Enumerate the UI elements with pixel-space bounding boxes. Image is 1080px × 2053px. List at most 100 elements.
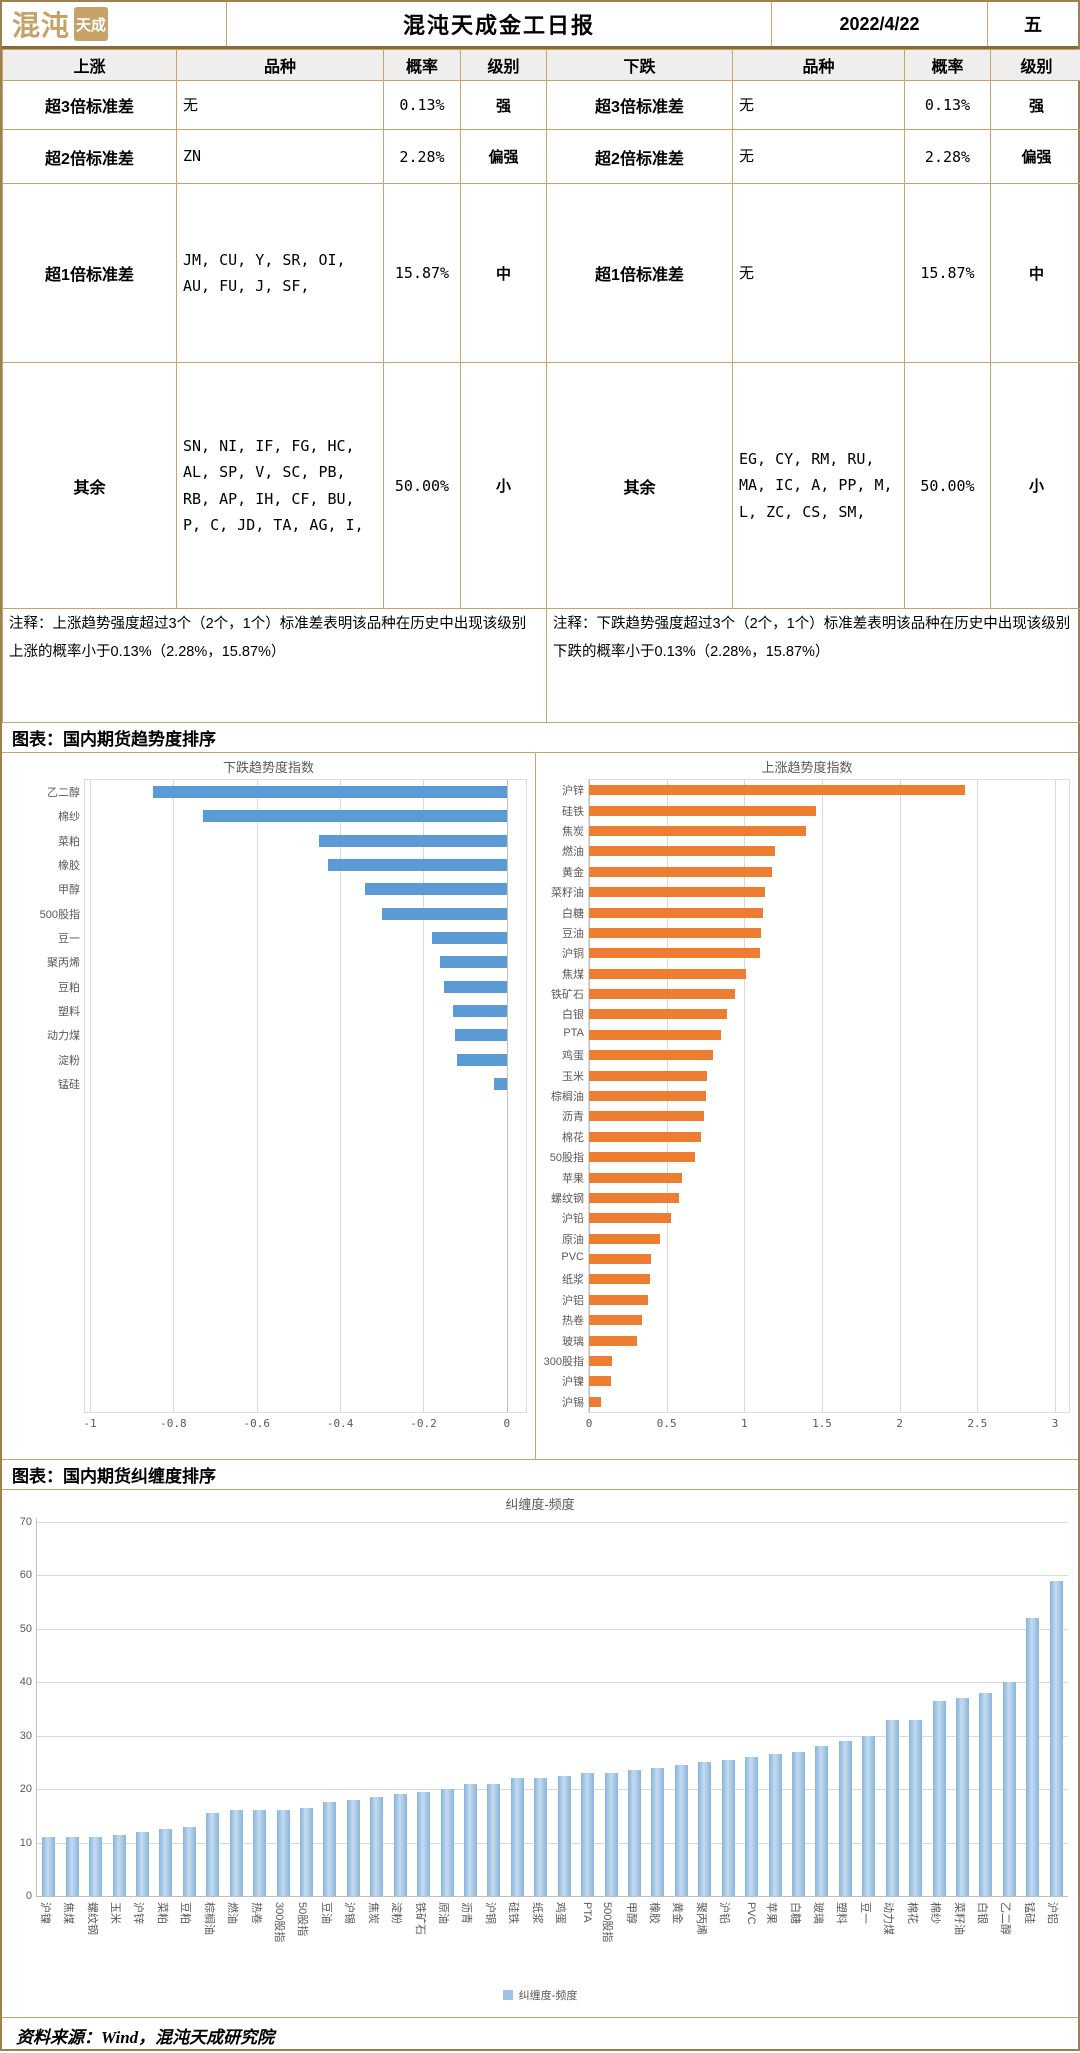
bar	[453, 1005, 507, 1017]
category-label: 沪铝	[562, 1292, 584, 1308]
bar	[365, 883, 507, 895]
bar	[589, 928, 761, 938]
category-label: 焦煤	[562, 966, 584, 982]
category-label: 沪镍	[38, 1902, 54, 1924]
category-label: 黄金	[670, 1902, 686, 1924]
category-label: PVC	[745, 1902, 757, 1925]
gridline	[340, 780, 341, 1412]
bar	[494, 1078, 507, 1090]
cell-up-items: 无	[177, 81, 384, 130]
category-label: 燃油	[562, 843, 584, 859]
bar	[589, 1030, 721, 1040]
bar	[722, 1760, 735, 1896]
category-label: 300股指	[544, 1353, 584, 1369]
category-label: 豆一	[58, 930, 80, 946]
category-label: 沪锌	[562, 782, 584, 798]
entanglement-chart-title: 纠缠度-频度	[2, 1494, 1078, 1518]
bar	[323, 1802, 336, 1896]
cell-down-prob: 50.00%	[905, 363, 991, 609]
bar	[319, 835, 507, 847]
cell-down-items: 无	[733, 81, 905, 130]
bar	[589, 1132, 701, 1142]
bar	[455, 1029, 507, 1041]
bar	[253, 1810, 266, 1896]
bar	[589, 969, 746, 979]
bar	[230, 1810, 243, 1896]
cell-down-level: 其余	[547, 363, 733, 609]
category-label: 白银	[562, 1006, 584, 1022]
category-label: 锰硅	[58, 1076, 80, 1092]
cell-down-items: 无	[733, 184, 905, 363]
cell-down-level: 超3倍标准差	[547, 81, 733, 130]
bar	[487, 1784, 500, 1896]
y-tick-label: 50	[20, 1623, 32, 1635]
gridline	[90, 780, 91, 1412]
bar	[745, 1757, 758, 1896]
bar	[1050, 1581, 1063, 1896]
bar	[589, 1254, 651, 1264]
cell-down-items: 无	[733, 130, 905, 184]
cell-up-items: SN, NI, IF, FG, HC, AL, SP, V, SC, PB, R…	[177, 363, 384, 609]
category-label: 棉花	[905, 1902, 921, 1924]
y-tick-label: 20	[20, 1783, 32, 1795]
x-tick-label: -0.8	[160, 1417, 187, 1430]
table-row: 超2倍标准差 ZN 2.28% 偏强 超2倍标准差 无 2.28% 偏强	[3, 130, 1080, 184]
legend-label: 纠缠度-频度	[519, 1987, 578, 2003]
bar	[581, 1773, 594, 1896]
bar	[183, 1827, 196, 1897]
down-trend-chart-title: 下跌趋势度指数	[2, 757, 535, 779]
category-label: 苹果	[764, 1902, 780, 1924]
chart-legend: 纠缠度-频度	[2, 1983, 1078, 2007]
x-tick-label: 2	[896, 1417, 903, 1430]
category-label: PTA	[563, 1027, 584, 1039]
cell-down-items: EG, CY, RM, RU, MA, IC, A, PP, M, L, ZC,…	[733, 363, 905, 609]
category-label: 沪铅	[562, 1210, 584, 1226]
bar	[370, 1797, 383, 1896]
cell-up-level: 超1倍标准差	[3, 184, 177, 363]
bar	[89, 1837, 102, 1896]
category-label: 硅铁	[562, 803, 584, 819]
category-label: 豆粕	[58, 979, 80, 995]
y-tick-label: 40	[20, 1676, 32, 1688]
report-title: 混沌天成金工日报	[227, 2, 772, 46]
bar	[839, 1741, 852, 1896]
section-title-trend: 图表：国内期货趋势度排序	[2, 723, 1078, 753]
bar	[66, 1837, 79, 1896]
section-title-entanglement: 图表：国内期货纠缠度排序	[2, 1460, 1078, 1490]
category-label: 苹果	[562, 1170, 584, 1186]
bar	[933, 1701, 946, 1896]
category-label: 燃油	[225, 1902, 241, 1924]
table-row: 超3倍标准差 无 0.13% 强 超3倍标准差 无 0.13% 强	[3, 81, 1080, 130]
down-trend-plot	[84, 779, 527, 1413]
col-header-variety: 品种	[177, 50, 384, 81]
bar	[417, 1792, 430, 1896]
cell-down-grade: 强	[991, 81, 1080, 130]
cell-up-grade: 中	[461, 184, 547, 363]
category-label: 橡胶	[647, 1902, 663, 1924]
category-label: 棕榈油	[202, 1902, 218, 1935]
bar	[136, 1832, 149, 1896]
logo: 混沌 天成	[2, 2, 227, 46]
col-header-up: 上涨	[3, 50, 177, 81]
cell-down-grade: 偏强	[991, 130, 1080, 184]
bar	[347, 1800, 360, 1896]
gridline	[37, 1629, 1068, 1630]
table-header-row: 上涨 品种 概率 级别 下跌 品种 概率 级别	[3, 50, 1080, 81]
x-tick-label: -0.6	[243, 1417, 270, 1430]
category-label: 白糖	[562, 905, 584, 921]
bar	[394, 1794, 407, 1896]
gridline	[822, 780, 823, 1412]
gridline	[900, 780, 901, 1412]
category-label: 甲醇	[58, 881, 80, 897]
category-label: 玻璃	[811, 1902, 827, 1924]
category-label: 白银	[975, 1902, 991, 1924]
category-label: 鸡蛋	[562, 1047, 584, 1063]
bar	[589, 1336, 637, 1346]
table-row: 超1倍标准差 JM, CU, Y, SR, OI, AU, FU, J, SF,…	[3, 184, 1080, 363]
category-label: PTA	[581, 1902, 593, 1923]
category-label: 热卷	[562, 1312, 584, 1328]
category-label: 塑料	[58, 1003, 80, 1019]
